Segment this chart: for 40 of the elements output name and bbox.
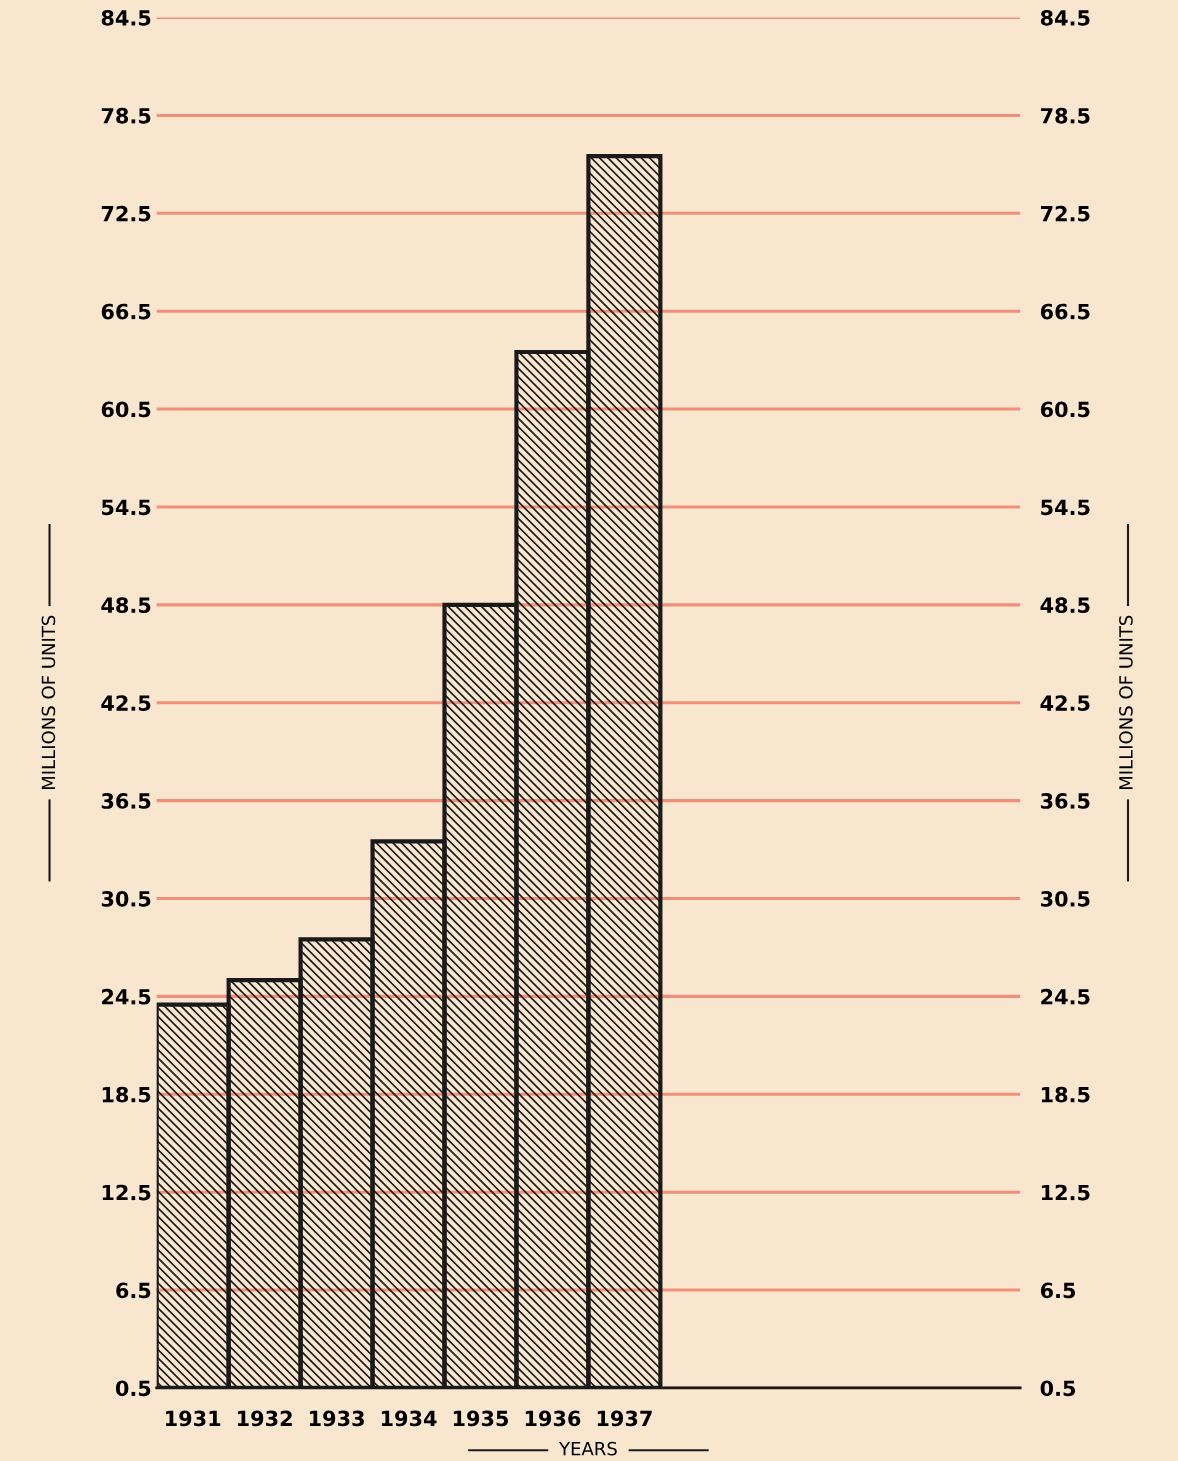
y2-tick-label: 18.5 (1041, 1086, 1090, 1103)
y2-tick-label: 36.5 (1040, 793, 1090, 809)
y-tick-label: 78.5 (101, 107, 151, 124)
y-tick-label: 72.5 (101, 205, 151, 222)
y2-tick-label: 72.5 (1040, 205, 1090, 222)
y2-tick-label: 54.5 (1041, 499, 1090, 516)
y-tick-label: 12.5 (102, 1184, 151, 1201)
y2-axis-title: MILLIONS OF UNITS (1119, 615, 1133, 790)
y2-tick-label: 30.5 (1040, 890, 1090, 907)
y-tick-label: 84.5 (101, 9, 151, 26)
y2-tick-label: 24.5 (1041, 988, 1090, 1005)
y2-tick-label: 78.5 (1040, 107, 1090, 124)
y2-tick-label: 60.5 (1040, 401, 1090, 418)
x-tick-label: 1931 (166, 1410, 221, 1427)
x-axis-title: YEARS (558, 1441, 617, 1456)
y-tick-label: 48.5 (101, 597, 151, 614)
y2-tick-label: 12.5 (1041, 1184, 1090, 1201)
y-tick-label: 24.5 (102, 988, 151, 1005)
x-tick-label: 1937 (597, 1410, 652, 1427)
y-tick-label: 30.5 (101, 890, 151, 907)
y2-tick-label: 84.5 (1040, 9, 1090, 26)
x-tick-label: 1932 (237, 1410, 292, 1427)
y2-tick-label: 66.5 (1040, 303, 1090, 320)
y-tick-label: 66.5 (101, 303, 151, 320)
x-tick-label: 1933 (309, 1410, 364, 1427)
y-tick-label: 54.5 (102, 499, 151, 516)
y2-tick-label: 48.5 (1040, 597, 1090, 614)
y-tick-label: 42.5 (101, 695, 151, 711)
y2-tick-label: 42.5 (1040, 695, 1090, 711)
y2-tick-label: 6.5 (1040, 1282, 1076, 1299)
y-tick-label: 0.5 (115, 1380, 151, 1397)
y2-tick-label: 0.5 (1040, 1380, 1076, 1397)
y-tick-label: 36.5 (101, 793, 151, 809)
x-tick-label: 1935 (453, 1410, 509, 1427)
y-axis-title: MILLIONS OF UNITS (41, 615, 56, 790)
y-tick-label: 18.5 (102, 1086, 151, 1103)
x-tick-label: 1936 (525, 1410, 581, 1427)
y-tick-label: 60.5 (101, 401, 151, 418)
y-tick-label: 6.5 (116, 1282, 151, 1299)
x-tick-label: 1934 (381, 1410, 437, 1427)
